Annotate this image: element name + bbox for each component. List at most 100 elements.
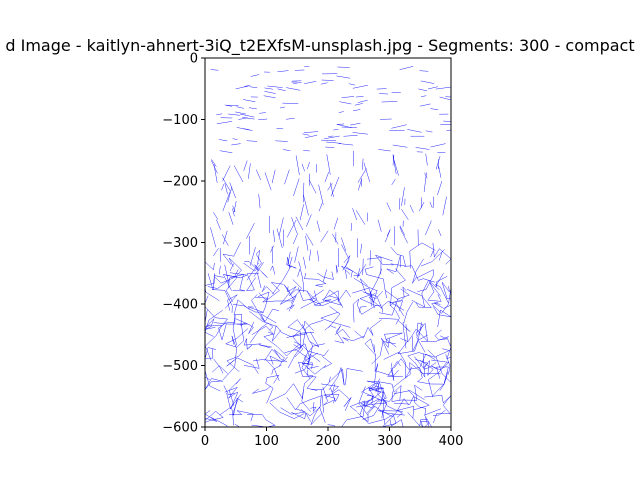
segment-boundary bbox=[425, 130, 433, 133]
segment-boundary bbox=[362, 391, 384, 420]
segment-boundary bbox=[275, 140, 288, 142]
segment-boundary bbox=[263, 95, 276, 99]
segment-boundary bbox=[264, 87, 273, 90]
segment-boundary bbox=[339, 101, 352, 105]
segment-boundary bbox=[345, 368, 363, 385]
segment-boundary bbox=[280, 106, 285, 109]
segment-boundary bbox=[300, 389, 323, 417]
segment-boundary bbox=[226, 351, 243, 372]
segment-boundary bbox=[432, 196, 434, 209]
segment-boundary bbox=[391, 124, 407, 129]
segment-boundary bbox=[286, 117, 295, 120]
segment-boundary bbox=[233, 165, 244, 183]
segment-boundary bbox=[432, 409, 446, 416]
segment-boundary bbox=[306, 214, 312, 227]
segment-boundary bbox=[259, 112, 266, 114]
segment-boundary bbox=[316, 220, 321, 232]
segment-boundary bbox=[330, 176, 340, 197]
segment-boundary bbox=[249, 86, 258, 89]
segment-boundary bbox=[328, 306, 341, 328]
segment-boundary bbox=[439, 96, 452, 101]
segment-boundary bbox=[309, 331, 320, 348]
segment-boundary bbox=[414, 356, 434, 377]
segment-boundary bbox=[232, 398, 239, 426]
segment-boundary bbox=[243, 160, 248, 171]
segment-boundary bbox=[341, 244, 350, 260]
segment-boundary bbox=[258, 344, 272, 349]
segment-boundary bbox=[298, 261, 301, 268]
y-tick-label: 0 bbox=[190, 52, 198, 67]
segment-boundary bbox=[433, 302, 452, 309]
segment-boundary bbox=[322, 289, 344, 308]
segment-boundary bbox=[360, 278, 383, 300]
segment-boundary bbox=[445, 354, 451, 375]
segment-boundary bbox=[391, 384, 423, 402]
segment-boundary bbox=[418, 88, 428, 92]
segment-boundary bbox=[307, 161, 310, 170]
segment-boundary bbox=[364, 266, 387, 299]
segment-boundary bbox=[270, 265, 276, 275]
segment-boundary bbox=[435, 155, 441, 170]
segment-boundary bbox=[301, 163, 305, 172]
segment-boundary bbox=[430, 143, 446, 148]
segment-boundary bbox=[328, 366, 345, 391]
segment-boundary bbox=[433, 395, 452, 423]
y-tick-label: −600 bbox=[162, 421, 198, 436]
segment-boundaries bbox=[204, 65, 452, 428]
segment-boundary bbox=[409, 204, 414, 213]
segment-boundary bbox=[437, 181, 443, 196]
segment-boundary bbox=[420, 95, 427, 97]
segment-boundary bbox=[399, 225, 405, 236]
segment-boundary bbox=[232, 138, 238, 140]
segment-boundary bbox=[286, 257, 297, 269]
segment-boundary bbox=[310, 406, 326, 425]
segment-boundary bbox=[407, 349, 436, 363]
segment-boundary bbox=[420, 420, 430, 428]
segment-boundary bbox=[337, 328, 350, 339]
segment-boundary bbox=[235, 111, 247, 115]
segment-boundary bbox=[278, 217, 284, 237]
segment-boundary bbox=[435, 86, 451, 90]
segment-boundary bbox=[427, 281, 442, 302]
segment-boundary bbox=[435, 348, 451, 383]
segment-boundary bbox=[326, 154, 331, 175]
segment-boundary bbox=[258, 118, 268, 121]
segment-boundary bbox=[224, 294, 238, 311]
segment-boundary bbox=[258, 282, 284, 301]
segment-boundary bbox=[204, 306, 229, 324]
segment-boundary bbox=[424, 172, 428, 179]
segment-boundary bbox=[325, 389, 352, 411]
segment-boundary bbox=[360, 353, 379, 393]
segment-boundary bbox=[343, 135, 358, 137]
segment-boundary bbox=[390, 268, 406, 317]
segment-boundary bbox=[305, 134, 318, 139]
segment-boundary bbox=[211, 289, 233, 314]
segment-boundary bbox=[269, 355, 282, 365]
segment-boundary bbox=[436, 366, 449, 384]
segment-boundary bbox=[335, 265, 339, 274]
segment-boundary bbox=[363, 392, 380, 414]
segment-boundary bbox=[293, 178, 300, 197]
segment-boundary bbox=[430, 108, 439, 111]
y-tick-label: −100 bbox=[162, 113, 198, 128]
segment-boundary bbox=[357, 412, 397, 428]
segment-boundary bbox=[216, 219, 221, 230]
segment-boundary bbox=[266, 356, 288, 362]
segment-boundary bbox=[297, 267, 304, 293]
segment-boundary bbox=[253, 262, 264, 277]
segment-boundary bbox=[264, 91, 276, 94]
segment-boundary bbox=[367, 381, 402, 401]
segment-boundary bbox=[341, 265, 353, 278]
segment-boundary bbox=[333, 129, 339, 131]
segment-boundary bbox=[286, 87, 301, 91]
segment-boundary bbox=[392, 154, 395, 166]
segment-boundary bbox=[388, 300, 404, 312]
segment-boundary bbox=[352, 132, 368, 135]
segment-boundary bbox=[323, 135, 340, 140]
segment-boundary bbox=[438, 252, 443, 261]
segment-boundary bbox=[307, 291, 340, 307]
segment-boundary bbox=[393, 362, 441, 388]
segment-boundary bbox=[218, 139, 228, 142]
segment-boundary bbox=[231, 143, 241, 146]
segment-boundary bbox=[222, 242, 241, 265]
